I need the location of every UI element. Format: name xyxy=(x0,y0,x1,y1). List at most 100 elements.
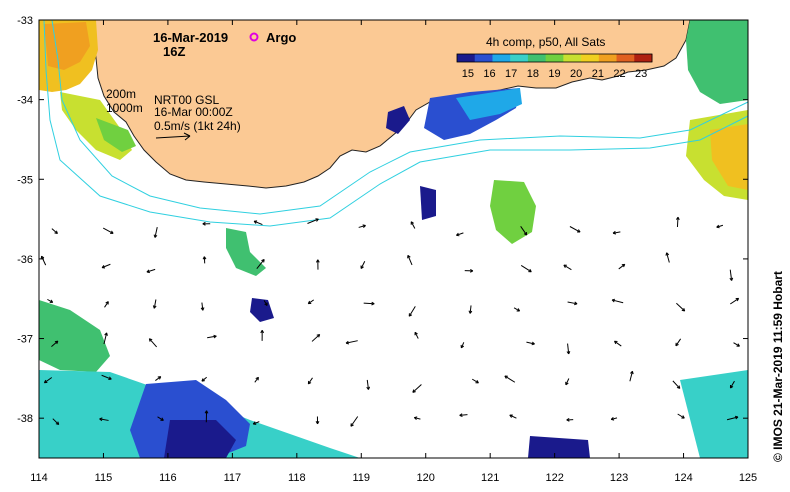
current-arrow xyxy=(408,306,416,317)
current-arrow xyxy=(526,341,535,346)
x-tick-label: 121 xyxy=(481,472,499,484)
current-arrow xyxy=(200,302,205,311)
colorbar-tick-label: 16 xyxy=(483,68,495,80)
colorbar-swatch xyxy=(527,54,547,62)
colorbar-swatch xyxy=(581,54,600,62)
current-arrow xyxy=(99,417,109,422)
y-axis: -33 -34 -35 -36 -37 -38 xyxy=(17,15,748,425)
current-arrow xyxy=(252,421,260,425)
isobath-1000m-label: 1000m xyxy=(106,101,143,115)
current-arrow xyxy=(567,301,578,306)
current-arrow xyxy=(315,416,320,425)
current-arrow xyxy=(676,302,686,312)
colorbar-ticks: 15 16 17 18 19 20 21 22 23 xyxy=(462,68,648,80)
current-arrow xyxy=(716,224,724,229)
current-arrow xyxy=(407,254,413,266)
current-arrow xyxy=(565,378,570,386)
sst-patch-bight-cyan xyxy=(456,88,522,120)
current-arrow xyxy=(263,300,268,306)
colorbar-swatch xyxy=(474,54,493,62)
current-arrow xyxy=(202,221,211,226)
credit-text: © IMOS 21-Mar-2019 11:59 Hobart xyxy=(771,271,785,462)
current-arrow xyxy=(51,340,59,348)
current-arrow xyxy=(412,384,422,393)
current-arrow xyxy=(729,380,735,389)
x-tick-label: 115 xyxy=(95,472,113,484)
y-tick-label: -37 xyxy=(17,334,33,346)
colorbar-tick-label: 19 xyxy=(548,68,560,80)
x-tick-label: 125 xyxy=(739,472,757,484)
map-date: 16-Mar-2019 xyxy=(153,30,228,45)
current-arrow xyxy=(504,375,516,383)
current-arrow xyxy=(677,413,685,419)
colorbar-swatch xyxy=(457,54,476,62)
colorbar-swatch xyxy=(598,54,618,62)
sst-patch-offshore-d xyxy=(420,186,436,220)
current-source-label: NRT00 GSL xyxy=(154,93,219,107)
colorbar-title: 4h comp, p50, All Sats xyxy=(486,35,605,49)
colorbar-swatch xyxy=(545,54,564,62)
isobath-1000m xyxy=(43,19,749,227)
current-arrow xyxy=(520,226,528,236)
current-arrow xyxy=(675,216,680,228)
current-arrow xyxy=(360,261,366,269)
y-tick-label: -38 xyxy=(17,413,33,425)
y-tick-label: -33 xyxy=(17,15,33,27)
current-arrow xyxy=(509,414,517,419)
current-arrow xyxy=(256,259,265,269)
map-frame xyxy=(38,19,749,459)
sst-patch-northeast xyxy=(686,20,748,104)
argo-symbol xyxy=(249,32,259,42)
x-tick-label: 116 xyxy=(159,472,177,484)
current-arrow xyxy=(152,299,157,309)
current-arrow xyxy=(471,378,479,384)
current-arrow xyxy=(153,227,158,238)
x-tick-label: 117 xyxy=(224,472,242,484)
current-arrow xyxy=(410,221,416,229)
current-arrow xyxy=(629,370,634,382)
x-tick-label: 124 xyxy=(674,472,692,484)
colorbar-tick-label: 18 xyxy=(527,68,539,80)
current-arrow xyxy=(675,338,682,347)
sst-patch-southwest xyxy=(39,300,110,372)
current-arrow xyxy=(468,305,473,314)
current-arrow xyxy=(201,376,207,382)
current-arrow xyxy=(157,416,164,421)
colorbar-swatch xyxy=(634,54,653,62)
isobath-200m-label: 200m xyxy=(106,87,136,101)
sst-patch-bight-deep xyxy=(386,106,410,134)
current-arrow xyxy=(307,377,313,385)
current-arrow xyxy=(729,297,740,305)
colorbar-swatch xyxy=(563,54,582,62)
current-arrow xyxy=(155,376,162,381)
current-arrow xyxy=(101,374,112,381)
colorbar-tick-label: 22 xyxy=(613,68,625,80)
current-arrow xyxy=(202,256,207,264)
current-arrow xyxy=(726,415,739,421)
current-arrow xyxy=(612,230,621,235)
current-arrow xyxy=(315,259,320,270)
current-arrow xyxy=(350,416,359,427)
sst-patch-southeast xyxy=(680,370,748,458)
current-time-label: 16-Mar 00:00Z xyxy=(154,105,233,119)
sst-patch-south-mid xyxy=(528,436,590,458)
current-arrow xyxy=(464,268,474,273)
current-arrow xyxy=(51,228,58,235)
x-tick-label: 122 xyxy=(545,472,563,484)
current-arrow xyxy=(460,342,465,349)
colorbar-tick-label: 17 xyxy=(505,68,517,80)
sst-patch-northwest-warm xyxy=(44,22,90,70)
current-arrow xyxy=(414,331,419,339)
current-scale-arrow xyxy=(155,132,191,141)
colorbar-swatches xyxy=(457,54,653,62)
current-arrow xyxy=(47,298,54,303)
current-arrow xyxy=(566,343,571,355)
y-tick-label: -34 xyxy=(17,95,33,107)
current-arrow xyxy=(366,379,371,390)
current-arrow xyxy=(665,252,670,263)
current-arrow xyxy=(614,340,622,347)
x-axis: 114 115 116 117 118 119 120 121 122 123 124 125 xyxy=(30,20,757,484)
current-arrow xyxy=(146,268,156,274)
y-tick-label: -35 xyxy=(17,174,33,186)
current-arrow xyxy=(311,333,321,342)
